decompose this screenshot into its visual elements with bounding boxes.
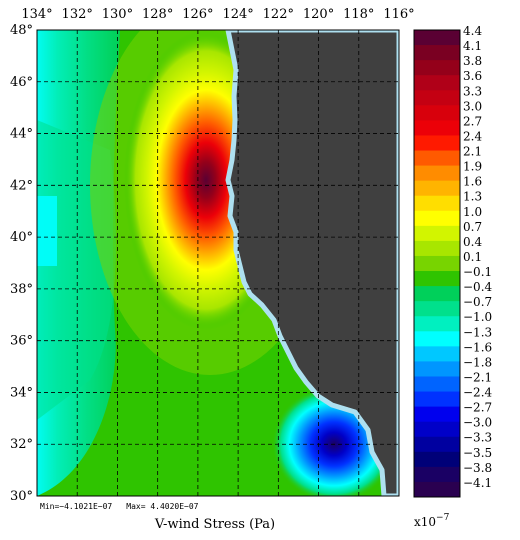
colorbar-swatch bbox=[414, 210, 460, 227]
colorbar-label: −3.0 bbox=[463, 416, 492, 430]
colorbar-frame bbox=[413, 29, 461, 498]
latitude-tick-label: 40° bbox=[10, 230, 33, 245]
colorbar-swatch bbox=[414, 436, 460, 453]
colorbar-label: 1.0 bbox=[463, 205, 482, 219]
longitude-tick-label: 122° bbox=[263, 7, 294, 22]
longitude-tick-label: 124° bbox=[222, 7, 253, 22]
colorbar-swatch bbox=[414, 120, 460, 136]
longitude-tick-label: 128° bbox=[142, 7, 173, 22]
colorbar-swatch bbox=[414, 30, 460, 46]
colorbar-swatch bbox=[414, 105, 460, 121]
colorbar-swatch bbox=[414, 90, 460, 106]
land-mask bbox=[225, 30, 399, 496]
colorbar-swatch bbox=[414, 466, 460, 483]
latitude-tick-label: 44° bbox=[10, 127, 33, 142]
latitude-tick-label: 30° bbox=[10, 489, 33, 504]
plot-frame bbox=[36, 29, 400, 497]
max-value-label: Max= 4.4020E−07 bbox=[126, 502, 198, 511]
colorbar-label: 2.1 bbox=[463, 145, 482, 159]
colorbar-label: −0.4 bbox=[463, 280, 493, 294]
field-layer bbox=[37, 30, 399, 496]
colorbar: 4.44.13.83.63.33.02.72.42.11.91.61.31.00… bbox=[413, 24, 493, 498]
latitude-tick-label: 36° bbox=[10, 334, 33, 349]
colorbar-swatch bbox=[414, 481, 460, 498]
colorbar-label: 2.7 bbox=[463, 114, 482, 128]
colorbar-swatch bbox=[414, 376, 460, 393]
latitude-tick-label: 46° bbox=[10, 75, 33, 90]
latitude-tick-label: 48° bbox=[10, 23, 33, 38]
colorbar-swatch bbox=[414, 421, 460, 438]
colorbar-swatch bbox=[414, 406, 460, 423]
colorbar-swatch bbox=[414, 451, 460, 468]
colorbar-label: 3.3 bbox=[463, 84, 482, 98]
colorbar-label: −3.8 bbox=[463, 461, 492, 475]
latitude-tick-labels: 48° 46° 44° 42° 40° 38° 36° 34° 32° 30° bbox=[10, 23, 33, 504]
colorbar-label: −0.1 bbox=[463, 265, 492, 279]
colorbar-swatch bbox=[414, 150, 460, 167]
colorbar-swatch bbox=[414, 45, 460, 61]
colorbar-swatch bbox=[414, 361, 460, 377]
colorbar-label: 2.4 bbox=[463, 129, 482, 143]
west-cyan-patch bbox=[37, 196, 57, 266]
colorbar-swatch bbox=[414, 391, 460, 408]
longitude-tick-label: 120° bbox=[303, 7, 334, 22]
colorbar-swatch bbox=[414, 301, 460, 317]
longitude-tick-label: 126° bbox=[182, 7, 213, 22]
colorbar-swatch bbox=[414, 225, 460, 242]
colorbar-label: 3.0 bbox=[463, 99, 482, 113]
colorbar-swatch bbox=[414, 75, 460, 91]
colorbar-label: 1.3 bbox=[463, 190, 482, 204]
colorbar-swatch bbox=[414, 180, 460, 197]
colorbar-label: −3.3 bbox=[463, 431, 492, 445]
longitude-tick-labels: 134° 132° 130° 128° 126° 124° 122° 120° 118° 116° bbox=[21, 7, 414, 22]
colorbar-label: −1.3 bbox=[463, 325, 492, 339]
colorbar-swatch bbox=[414, 346, 460, 362]
colorbar-label: −4.1 bbox=[463, 476, 492, 490]
colorbar-label: −3.5 bbox=[463, 446, 492, 460]
colorbar-label: 1.9 bbox=[463, 160, 482, 174]
graticule bbox=[37, 30, 399, 496]
colorbar-label: 4.4 bbox=[463, 24, 482, 38]
longitude-tick-label: 134° bbox=[21, 7, 52, 22]
latitude-tick-label: 42° bbox=[10, 178, 33, 193]
colorbar-swatch bbox=[414, 255, 460, 272]
colorbar-swatch bbox=[414, 60, 460, 76]
latitude-tick-label: 34° bbox=[10, 385, 33, 400]
colorbar-swatch bbox=[414, 331, 460, 347]
min-max-readout: Min=−4.1021E−07 Max= 4.4020E−07 bbox=[40, 502, 199, 511]
latitude-tick-label: 32° bbox=[10, 437, 33, 452]
colorbar-label: 0.7 bbox=[463, 220, 482, 234]
colorbar-swatch bbox=[414, 316, 460, 332]
colorbar-label: −2.4 bbox=[463, 386, 493, 400]
colorbar-swatch bbox=[414, 271, 460, 287]
min-value-label: Min=−4.1021E−07 bbox=[40, 502, 112, 511]
colorbar-label: 3.8 bbox=[463, 54, 482, 68]
colorbar-swatch bbox=[414, 240, 460, 257]
colorbar-label: −1.0 bbox=[463, 310, 492, 324]
colorbar-label: 1.6 bbox=[463, 175, 482, 189]
colorbar-swatch bbox=[414, 286, 460, 302]
colorbar-label: −2.7 bbox=[463, 401, 492, 415]
longitude-tick-label: 116° bbox=[383, 7, 414, 22]
colorbar-label: −0.7 bbox=[463, 295, 492, 309]
latitude-tick-label: 38° bbox=[10, 282, 33, 297]
longitude-tick-label: 132° bbox=[62, 7, 93, 22]
colorbar-label: −1.8 bbox=[463, 355, 492, 369]
colorbar-swatch bbox=[414, 195, 460, 212]
colorbar-label: 3.6 bbox=[463, 69, 482, 83]
colorbar-label: 0.4 bbox=[463, 235, 482, 249]
colorbar-label: −2.1 bbox=[463, 370, 492, 384]
longitude-tick-label: 118° bbox=[343, 7, 374, 22]
longitude-tick-label: 130° bbox=[102, 7, 133, 22]
colorbar-label: −1.6 bbox=[463, 340, 492, 354]
colorbar-swatch bbox=[414, 165, 460, 182]
axis-title: V-wind Stress (Pa) bbox=[154, 517, 275, 532]
colorbar-label: 4.1 bbox=[463, 39, 482, 53]
colorbar-label: 0.1 bbox=[463, 250, 482, 264]
colorbar-scale-label: x10−7 bbox=[414, 513, 450, 529]
colorbar-swatch bbox=[414, 135, 460, 152]
